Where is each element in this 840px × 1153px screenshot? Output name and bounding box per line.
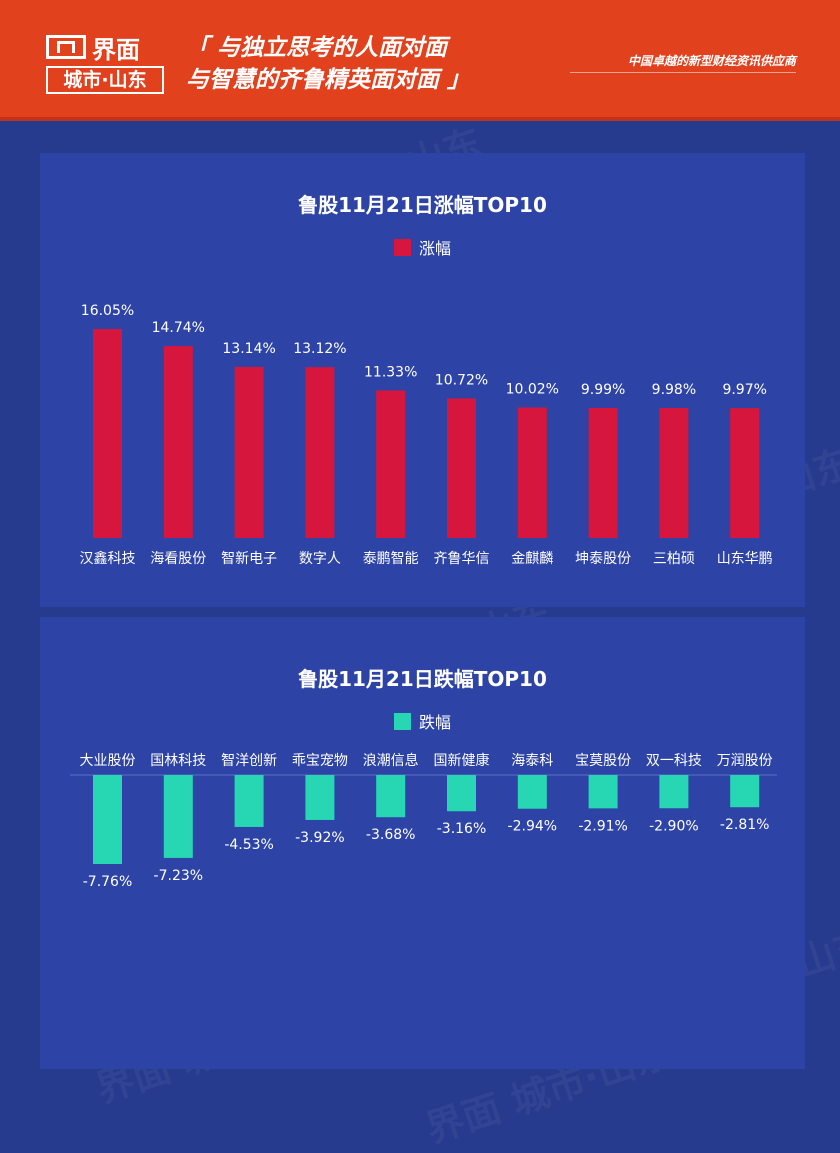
loser-bar bbox=[305, 775, 335, 820]
gainer-bar bbox=[305, 367, 335, 538]
tagline: 中国卓越的新型财经资讯供应商 bbox=[627, 54, 796, 68]
loser-category-label: 国新健康 bbox=[434, 752, 490, 769]
logo-mark-icon bbox=[46, 35, 86, 59]
gainers-chart-title: 鲁股11月21日涨幅TOP10 bbox=[298, 193, 547, 217]
loser-bar bbox=[517, 775, 547, 809]
gainer-value-label: 10.72% bbox=[435, 372, 488, 388]
losers-bar-chart: -7.76% 大业股份 -7.23% 国林科技 -4.53% 智洋创新 -3.92% 乖宝宠物… bbox=[70, 752, 777, 890]
loser-value-label: -3.92% bbox=[295, 830, 345, 846]
gainer-value-label: 9.98% bbox=[652, 382, 696, 398]
gainer-bar bbox=[376, 390, 406, 538]
loser-value-label: -3.16% bbox=[437, 821, 487, 837]
logo-subtitle: 城市·山东 bbox=[46, 66, 164, 94]
gainers-bar-chart: 16.05% 汉鑫科技 14.74% 海看股份 13.14% 智新电子 13.12% 数字人 1… bbox=[80, 303, 773, 567]
gainer-category-label: 数字人 bbox=[299, 551, 341, 567]
gainer-bar bbox=[163, 346, 193, 538]
loser-value-label: -2.90% bbox=[649, 818, 699, 834]
gainer-category-label: 智新电子 bbox=[221, 551, 277, 567]
loser-value-label: -2.81% bbox=[720, 817, 770, 833]
loser-category-label: 乖宝宠物 bbox=[292, 753, 348, 769]
loser-category-label: 宝莫股份 bbox=[575, 753, 631, 769]
loser-category-label: 浪潮信息 bbox=[363, 752, 419, 769]
loser-bar bbox=[659, 775, 689, 809]
brand-logo: 界面 城市·山东 bbox=[46, 32, 164, 94]
gainer-value-label: 13.12% bbox=[293, 341, 346, 357]
header-divider bbox=[0, 117, 840, 121]
loser-bar bbox=[447, 775, 476, 812]
loser-category-label: 国林科技 bbox=[150, 753, 206, 769]
loser-category-label: 大业股份 bbox=[80, 753, 136, 769]
gainer-value-label: 14.74% bbox=[152, 320, 205, 336]
gainer-category-label: 泰鹏智能 bbox=[363, 551, 419, 567]
losers-legend-label: 跌幅 bbox=[418, 713, 451, 732]
gainer-category-label: 三柏硕 bbox=[653, 551, 695, 567]
gainer-value-label: 16.05% bbox=[81, 303, 134, 319]
gainer-category-label: 坤泰股份 bbox=[575, 551, 631, 567]
loser-bar bbox=[163, 775, 193, 858]
gainer-bar bbox=[234, 366, 264, 538]
gainers-legend: 涨幅 bbox=[40, 235, 805, 259]
gainer-value-label: 11.33% bbox=[364, 364, 417, 380]
gainer-bar bbox=[517, 407, 547, 538]
gainer-category-label: 金麒麟 bbox=[511, 551, 553, 567]
gainer-bar bbox=[659, 408, 689, 538]
loser-value-label: -2.94% bbox=[508, 819, 558, 835]
gainer-bar bbox=[447, 398, 476, 538]
losers-legend: 跌幅 bbox=[40, 709, 805, 733]
loser-value-label: -7.23% bbox=[154, 868, 204, 884]
loser-value-label: -3.68% bbox=[366, 827, 416, 843]
gainer-bar bbox=[730, 408, 760, 538]
loser-bar bbox=[93, 775, 122, 864]
loser-category-label: 智洋创新 bbox=[221, 753, 277, 769]
losers-legend-swatch bbox=[393, 712, 411, 730]
logo-title: 界面 bbox=[92, 35, 140, 64]
loser-bar bbox=[376, 775, 406, 818]
gainer-value-label: 9.97% bbox=[722, 382, 766, 398]
gainer-category-label: 山东华鹏 bbox=[717, 551, 773, 567]
loser-value-label: -7.76% bbox=[83, 874, 133, 890]
loser-category-label: 双一科技 bbox=[646, 753, 702, 769]
loser-bar bbox=[588, 775, 618, 809]
gainer-value-label: 13.14% bbox=[222, 341, 275, 357]
gainers-legend-label: 涨幅 bbox=[418, 239, 451, 258]
gainer-category-label: 汉鑫科技 bbox=[80, 550, 136, 567]
header: 界面 城市·山东 「 与独立思考的人面对面 与智慧的齐鲁精英面对面 」 中国卓越… bbox=[0, 0, 840, 121]
gainer-value-label: 10.02% bbox=[506, 382, 559, 398]
gainers-panel: 鲁股11月21日涨幅TOP10 涨幅 16.05% 汉鑫科技 14.74% 海看股份 1… bbox=[40, 153, 805, 607]
loser-value-label: -2.91% bbox=[578, 818, 628, 834]
gainer-bar bbox=[93, 329, 122, 538]
loser-value-label: -4.53% bbox=[224, 837, 274, 853]
gainers-legend-swatch bbox=[393, 238, 411, 256]
gainer-bar bbox=[588, 407, 618, 538]
loser-category-label: 海泰科 bbox=[511, 753, 553, 769]
gainer-category-label: 齐鲁华信 bbox=[434, 551, 490, 567]
losers-panel: 鲁股11月21日跌幅TOP10 跌幅 -7.76% 大业股份 -7.23% 国林科技 -… bbox=[40, 617, 805, 1069]
slogan: 「 与独立思考的人面对面 与智慧的齐鲁精英面对面 」 bbox=[186, 35, 471, 93]
tagline-underline bbox=[570, 72, 796, 73]
gainer-category-label: 海看股份 bbox=[150, 551, 206, 567]
loser-bar bbox=[234, 775, 264, 827]
losers-chart-title: 鲁股11月21日跌幅TOP10 bbox=[298, 667, 547, 691]
loser-bar bbox=[730, 775, 760, 808]
loser-category-label: 万润股份 bbox=[717, 753, 773, 769]
gainer-value-label: 9.99% bbox=[581, 382, 625, 398]
